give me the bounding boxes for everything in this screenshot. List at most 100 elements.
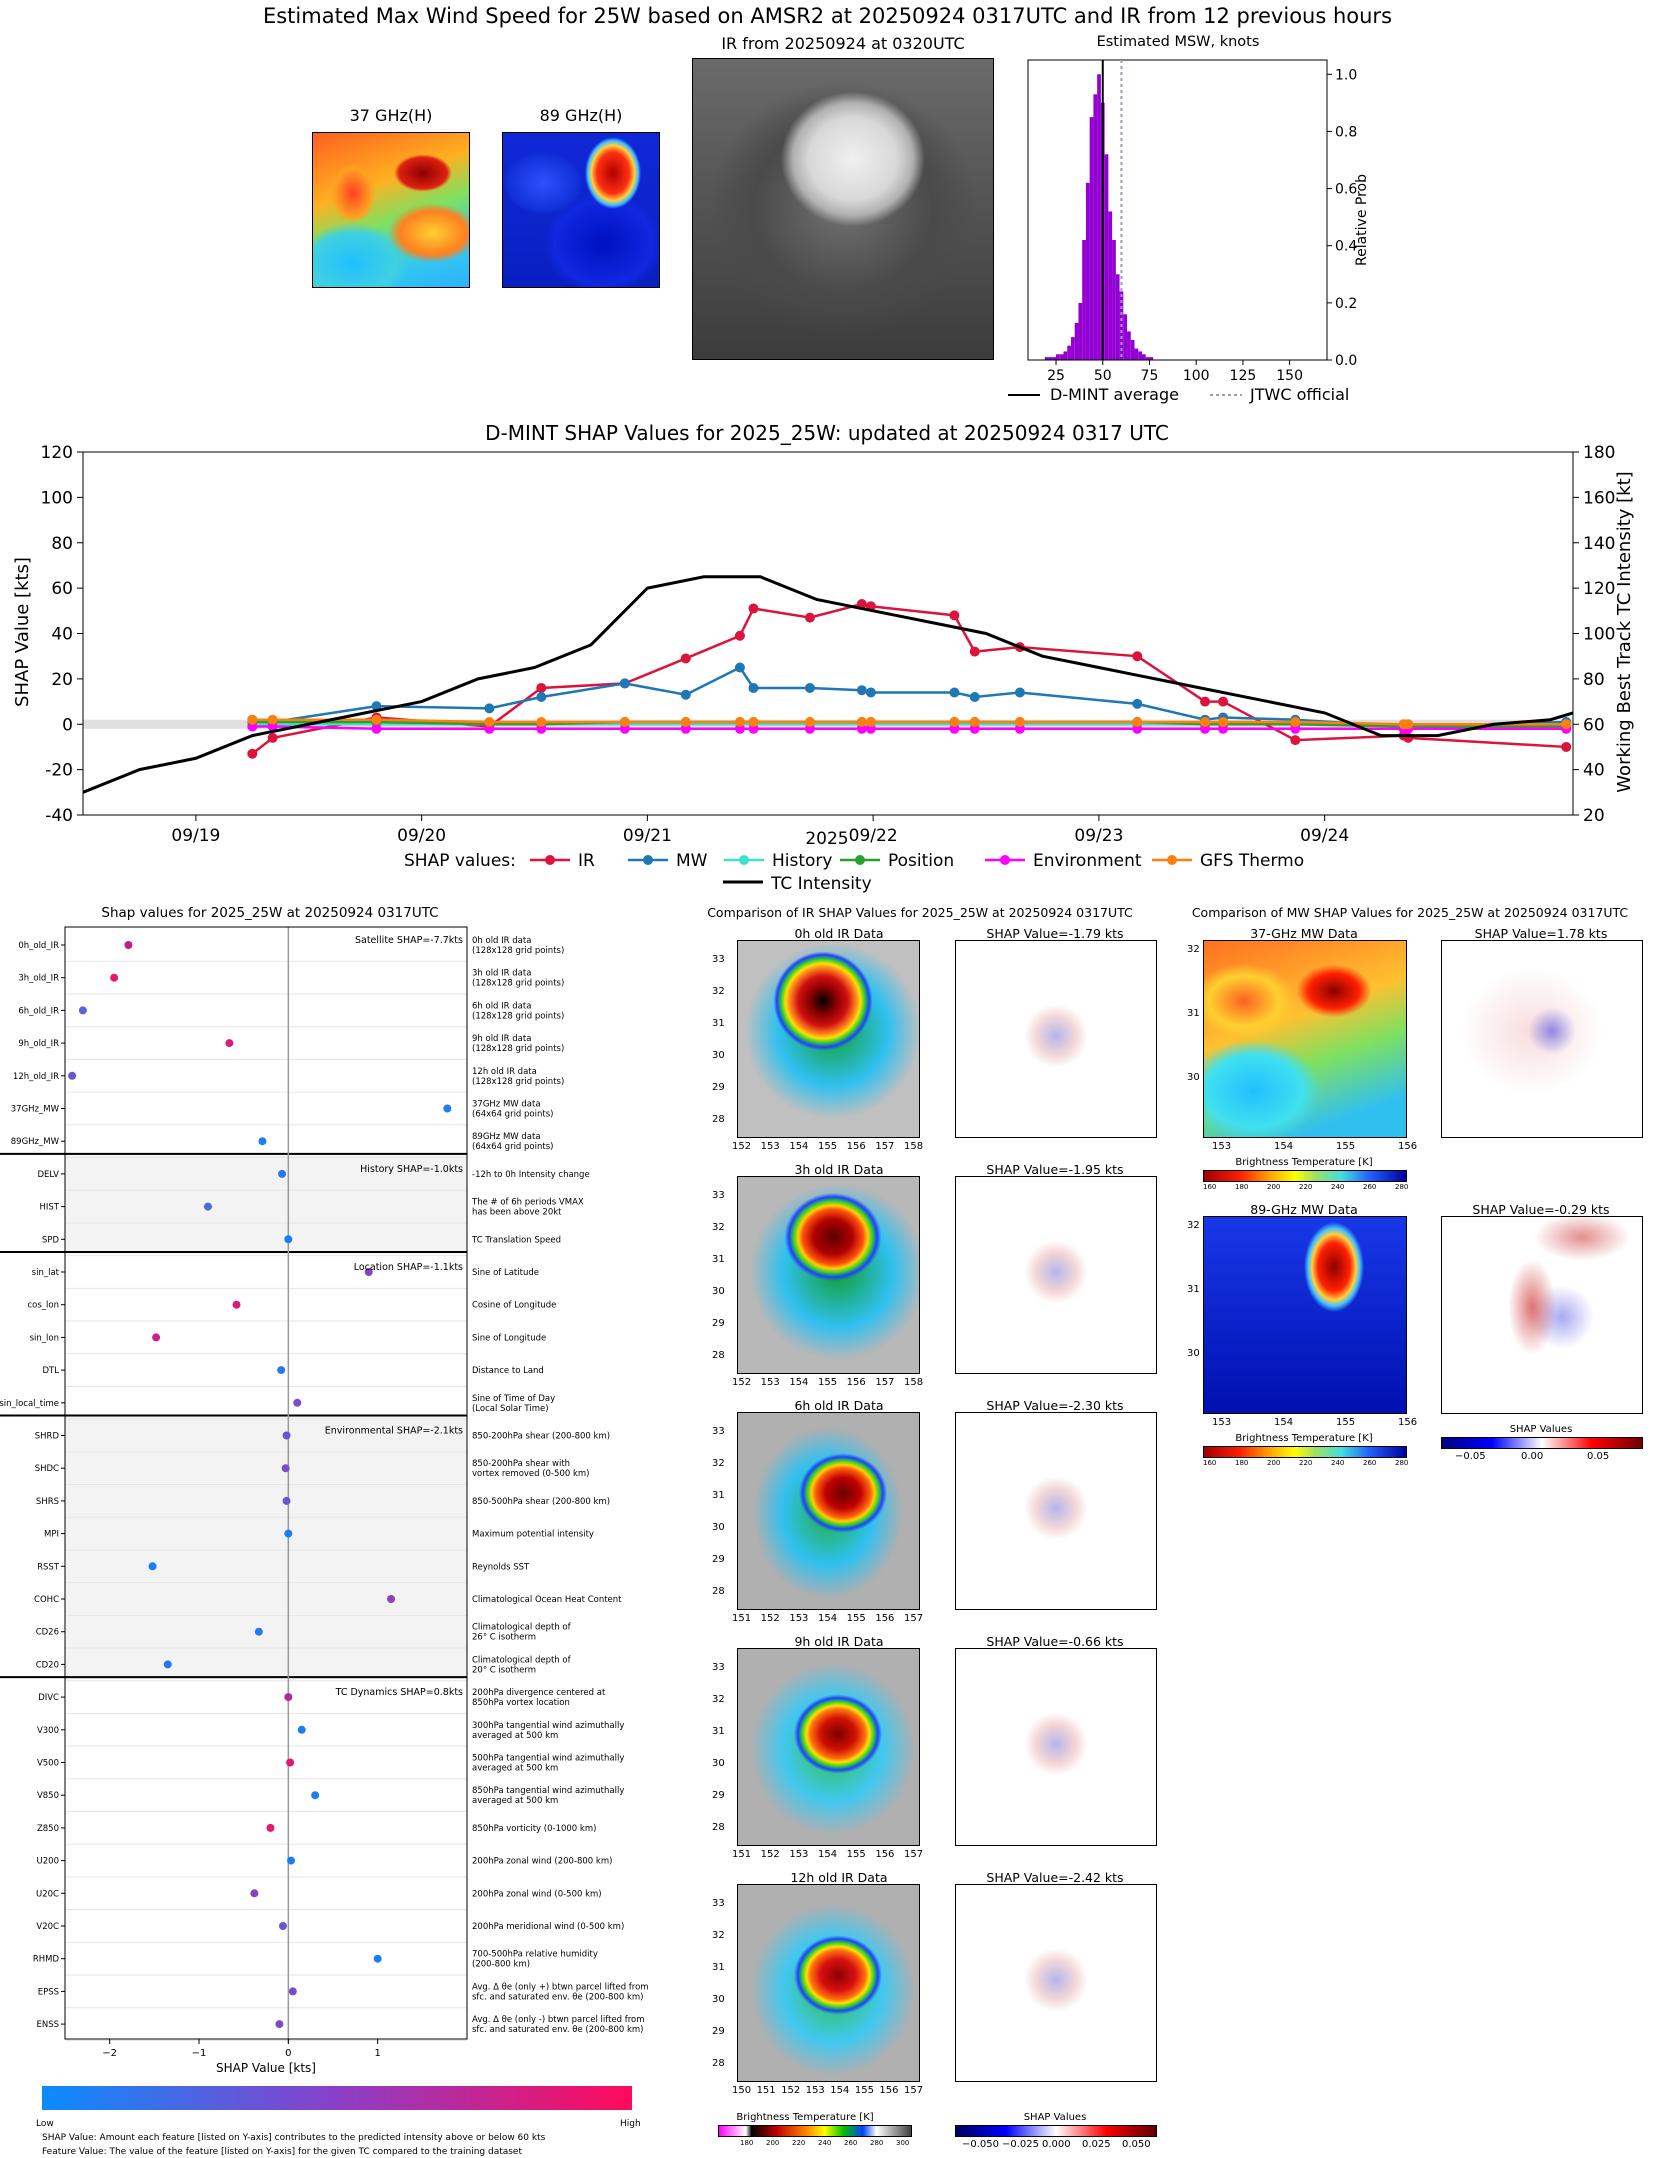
ir-ytick: 31 (712, 1254, 725, 1265)
mw-bt-tick: 200 (1267, 1183, 1281, 1191)
feature-shap-point (284, 1235, 293, 1244)
ts-legend-label: IR (578, 851, 595, 871)
mw-ytick: 31 (1187, 1008, 1200, 1019)
ir-xtick: 150 (732, 2085, 752, 2096)
hist-bar (1082, 240, 1086, 360)
mw-xtick: 154 (1274, 1417, 1294, 1428)
feature-description: 6h old IR data (472, 1001, 531, 1011)
series-point (748, 716, 759, 727)
feature-description: 26° C isotherm (472, 1633, 536, 1643)
feature-description: Maximum potential intensity (472, 1530, 594, 1540)
feature-name: HIST (40, 1203, 60, 1213)
feature-description: Sine of Time of Day (472, 1394, 555, 1404)
series-point (804, 682, 815, 693)
mw-xtick: 153 (1212, 1141, 1232, 1152)
series-point (1200, 716, 1211, 727)
feature-name: V500 (37, 1759, 59, 1769)
feature-description: The # of 6h periods VMAX (471, 1198, 584, 1208)
ts-ylabel-left: SHAP Value [kts] (12, 557, 33, 707)
feature-name: U200 (37, 1857, 59, 1867)
ts-legend-label: History (772, 851, 832, 871)
ir-data-image (737, 1884, 920, 2082)
shap-feature-scatter: Satellite SHAP=-7.7kts History SHAP=-1.0k… (0, 926, 649, 2157)
hist-xtick-label: 100 (1183, 368, 1210, 384)
ir-ytick: 28 (712, 1822, 725, 1833)
ir-ytick: 33 (712, 1898, 725, 1909)
feature-description: (128x128 grid points) (472, 946, 564, 956)
hist-bar (1048, 357, 1053, 360)
ir-bt-cbar-label: Brightness Temperature [K] (736, 2112, 874, 2123)
ir-ytick: 32 (712, 1222, 725, 1233)
hist-bar (1123, 314, 1128, 360)
ir-xtick: 158 (904, 1377, 924, 1388)
series-point (856, 685, 867, 696)
ir-row-label: 9h old IR Data (794, 1634, 884, 1649)
hist-bar (1127, 331, 1131, 360)
series-point (1403, 719, 1414, 730)
feature-name: RHMD (33, 1955, 60, 1965)
ir-row-shap: SHAP Value=-1.79 kts (986, 926, 1124, 941)
hist-bar (1130, 340, 1135, 360)
series-point (1132, 698, 1143, 709)
hist-bar (1141, 354, 1146, 360)
mw-row-shap: SHAP Value=1.78 kts (1474, 926, 1608, 941)
series-point (1132, 716, 1143, 727)
ir-ytick: 30 (712, 1994, 725, 2005)
series-point (247, 748, 258, 759)
feature-name: RSST (37, 1562, 60, 1572)
hist-bar (1070, 337, 1075, 360)
feature-shap-point (225, 1039, 234, 1048)
feature-shap-point (282, 1431, 291, 1440)
series-point (1200, 696, 1211, 707)
series-point (865, 716, 876, 727)
series-point (949, 716, 960, 727)
mw-xtick: 153 (1212, 1417, 1232, 1428)
feature-name: SPD (42, 1235, 60, 1245)
feature-description: Cosine of Longitude (472, 1301, 556, 1311)
feature-name: cos_lon (27, 1301, 59, 1311)
mw-bt-tick: 160 (1203, 1183, 1217, 1191)
mw-shap-tick: −0.05 (1455, 1451, 1486, 1462)
mw-compare-title: Comparison of MW SHAP Values for 2025_25… (1191, 905, 1629, 920)
feature-description: 12h old IR data (472, 1067, 537, 1077)
series-point (680, 653, 691, 664)
ts-legend-heading: SHAP values: (404, 851, 516, 871)
feature-shap-point (258, 1137, 267, 1146)
ts-ytick-right: 80 (1583, 670, 1605, 690)
hist-xtick-label: 75 (1141, 368, 1159, 384)
ts-legend-label: Position (888, 851, 954, 871)
feature-description: TC Translation Speed (471, 1235, 561, 1245)
ir-ytick: 32 (712, 1930, 725, 1941)
hist-bar (1063, 351, 1068, 360)
mw-bt-colorbar (1203, 1446, 1407, 1458)
feature-description: 0h old IR data (472, 936, 531, 946)
mw-bt-tick: 240 (1331, 1459, 1345, 1467)
mw-bt-tick: 280 (1395, 1183, 1409, 1191)
feature-description: 700-500hPa relative humidity (472, 1950, 598, 1960)
series-point (949, 610, 960, 621)
series-point (748, 682, 759, 693)
ir-ytick: 30 (712, 1050, 725, 1061)
feature-description: 850-500hPa shear (200-800 km) (472, 1497, 610, 1507)
ir-xtick: 157 (875, 1141, 895, 1152)
ir-xtick: 155 (854, 2085, 874, 2096)
hist-bar (1074, 322, 1079, 360)
hist-bar (1134, 348, 1139, 360)
fp-xtick-label: 1 (374, 2048, 380, 2059)
series-point (1218, 696, 1229, 707)
feature-description: (128x128 grid points) (472, 1011, 564, 1021)
feature-shap-point (232, 1300, 241, 1309)
ir-ytick: 33 (712, 954, 725, 965)
ir-row-shap: SHAP Value=-2.30 kts (986, 1398, 1124, 1413)
ir-xtick: 157 (904, 1849, 924, 1860)
legend-marker (1000, 855, 1010, 865)
feature-description: 500hPa tangential wind azimuthally (472, 1754, 624, 1764)
mw-xtick: 154 (1274, 1141, 1294, 1152)
ts-ytick-right: 20 (1583, 806, 1605, 826)
series-point (969, 716, 980, 727)
feature-description: Sine of Longitude (472, 1333, 546, 1343)
legend-avg-label: D-MINT average (1050, 385, 1179, 404)
ts-xtick-label: 09/23 (1074, 826, 1123, 846)
series-point (1561, 741, 1572, 752)
ir-xtick: 155 (846, 1613, 866, 1624)
